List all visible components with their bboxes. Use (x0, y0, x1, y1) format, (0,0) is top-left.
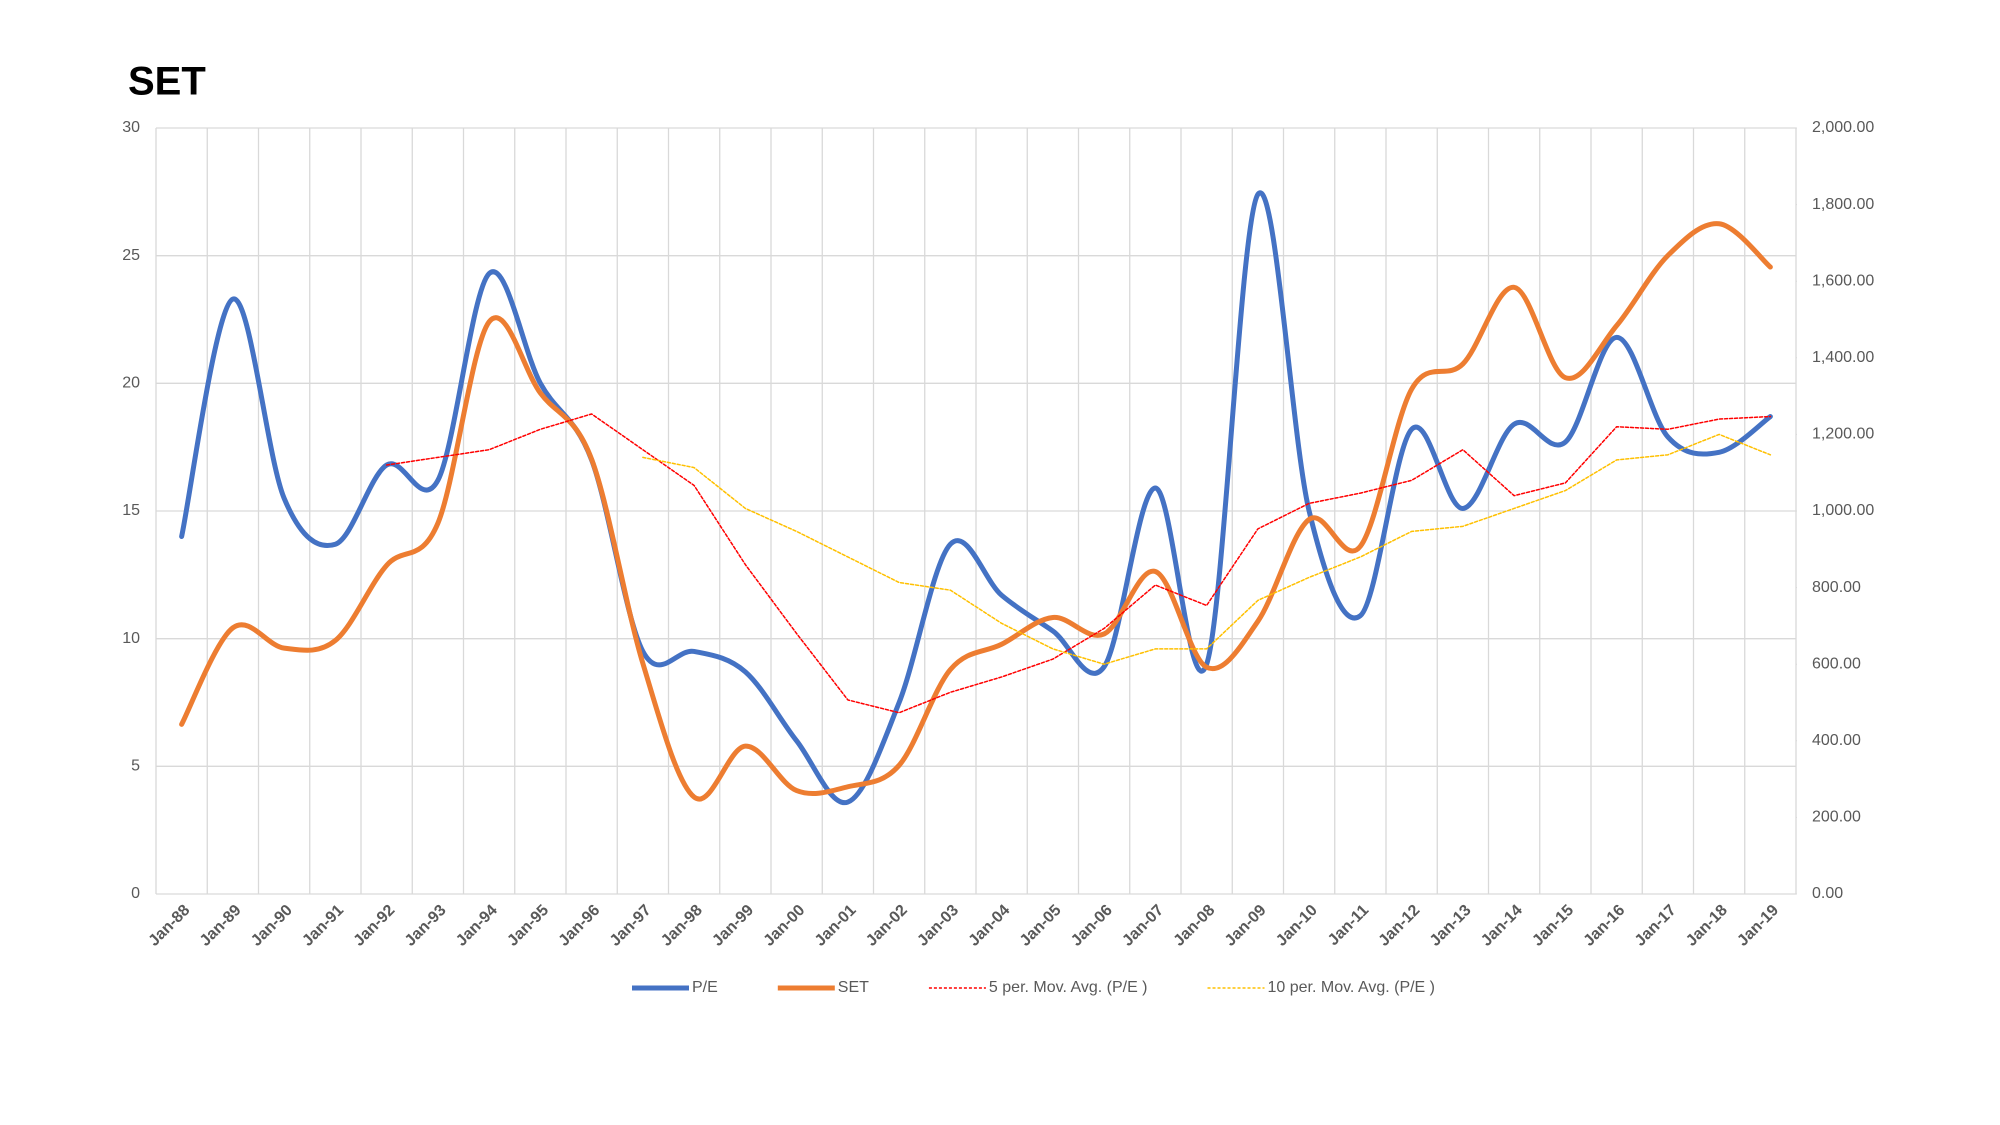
legend-label: P/E (692, 979, 718, 996)
x-tick-label: Jan-90 (248, 902, 296, 950)
y-tick-label: 10 (122, 630, 140, 647)
y2-tick-label: 1,600.00 (1812, 272, 1874, 289)
x-tick-label: Jan-13 (1427, 902, 1475, 950)
y2-tick-label: 800.00 (1812, 579, 1861, 596)
x-tick-label: Jan-93 (402, 902, 450, 950)
y2-tick-label: 400.00 (1812, 732, 1861, 749)
x-tick-label: Jan-12 (1376, 902, 1424, 950)
x-tick-label: Jan-09 (1222, 902, 1270, 950)
y2-tick-label: 1,800.00 (1812, 196, 1874, 213)
y2-tick-label: 1,000.00 (1812, 502, 1874, 519)
x-tick-label: Jan-18 (1683, 902, 1731, 950)
x-tick-label: Jan-17 (1632, 902, 1680, 950)
x-tick-label: Jan-95 (504, 902, 552, 950)
legend-label: SET (838, 979, 869, 996)
y-tick-label: 20 (122, 375, 140, 392)
y-tick-label: 25 (122, 247, 140, 264)
x-tick-label: Jan-05 (1017, 902, 1065, 950)
x-tick-label: Jan-96 (556, 902, 604, 950)
y-tick-label: 5 (131, 758, 140, 775)
series-line (179, 221, 1773, 802)
x-tick-label: Jan-91 (299, 902, 347, 950)
x-tick-label: Jan-01 (812, 902, 860, 950)
y2-tick-label: 1,200.00 (1812, 426, 1874, 443)
x-tick-label: Jan-06 (1068, 902, 1116, 950)
x-tick-label: Jan-08 (1171, 902, 1219, 950)
x-tick-label: Jan-94 (453, 902, 501, 950)
x-tick-label: Jan-19 (1734, 902, 1782, 950)
x-tick-label: Jan-99 (709, 902, 757, 950)
x-tick-label: Jan-02 (863, 902, 911, 950)
legend-label: 5 per. Mov. Avg. (P/E ) (989, 979, 1148, 996)
x-tick-label: Jan-89 (197, 902, 245, 950)
x-tick-label: Jan-03 (914, 902, 962, 950)
x-tick-label: Jan-07 (1119, 902, 1167, 950)
x-tick-label: Jan-98 (658, 902, 706, 950)
y2-tick-label: 600.00 (1812, 655, 1861, 672)
x-tick-label: Jan-97 (607, 902, 655, 950)
x-tick-label: Jan-10 (1273, 902, 1321, 950)
x-tick-label: Jan-14 (1478, 902, 1526, 950)
series-line (179, 190, 1773, 805)
y-tick-label: 0 (131, 885, 140, 902)
y2-tick-label: 2,000.00 (1812, 119, 1874, 136)
x-tick-label: Jan-15 (1529, 902, 1577, 950)
y-tick-label: 30 (122, 119, 140, 136)
series-line (385, 413, 1772, 714)
x-tick-label: Jan-16 (1581, 902, 1629, 950)
legend-label: 10 per. Mov. Avg. (P/E ) (1268, 979, 1435, 996)
y2-tick-label: 200.00 (1812, 809, 1861, 826)
x-tick-label: Jan-88 (146, 902, 194, 950)
chart-title: SET (128, 60, 206, 104)
series-line (642, 433, 1772, 665)
x-tick-label: Jan-04 (966, 902, 1014, 950)
y-tick-label: 15 (122, 502, 140, 519)
x-tick-label: Jan-92 (351, 902, 399, 950)
y2-tick-label: 0.00 (1812, 885, 1843, 902)
x-tick-label: Jan-11 (1325, 902, 1372, 949)
x-tick-label: Jan-00 (761, 902, 809, 950)
y2-tick-label: 1,400.00 (1812, 349, 1874, 366)
